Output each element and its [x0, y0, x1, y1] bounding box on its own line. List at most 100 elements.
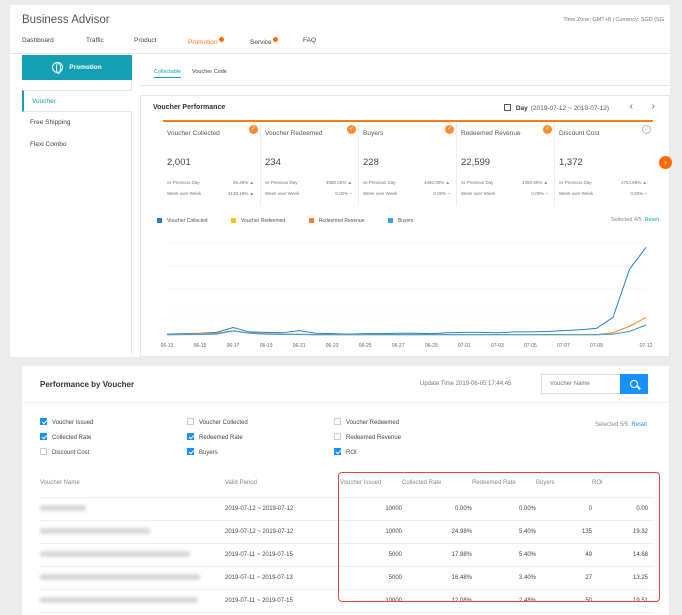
reset-link[interactable]: Reset: [644, 217, 659, 223]
valid-period-cell: 2019-07-11 ~ 2019-07-15: [225, 589, 340, 613]
wow-row: Week over Week 0.00% ~: [363, 191, 450, 196]
checkbox-collected-rate[interactable]: Collected Rate: [40, 433, 91, 441]
x-tick-label: 06-21: [293, 343, 306, 349]
next-cards-arrow-icon[interactable]: ›: [659, 156, 672, 169]
search-button[interactable]: [620, 374, 648, 394]
collected-rate-cell: 12.08%: [402, 589, 472, 613]
voucher-issued-cell: 10000: [340, 589, 402, 613]
roi-cell: 19.32: [592, 520, 654, 544]
wow-row: Week over Week 0.00% ~: [559, 191, 647, 196]
metrics-selected: Selected 4/5 Reset: [611, 217, 659, 223]
checkbox-voucher-collected[interactable]: Voucher Collected: [187, 418, 248, 426]
calendar-icon: [503, 104, 511, 111]
metric-card-redeemed-revenue[interactable]: Redeemed Revenue ✓ 22,599 vs Previous Da…: [457, 122, 555, 206]
checkbox-redeemed-rate[interactable]: Redeemed Rate: [187, 433, 243, 441]
voucher-issued-cell: 5000: [340, 566, 402, 590]
update-time: Update Time 2019-06-05 17:44:45: [420, 381, 512, 387]
valid-period-cell: 2019-07-12 ~ 2019-07-12: [225, 497, 340, 521]
buyers-cell: 0: [536, 497, 592, 521]
voucher-issued-cell: 10000: [340, 520, 402, 544]
voucher-issued-cell: 10000: [340, 497, 402, 521]
promotion-button[interactable]: Promotion: [22, 55, 132, 80]
table-row[interactable]: 2019-07-11 ~ 2019-07-15 5000 17.88% 5.40…: [40, 543, 654, 567]
checkbox-checked-icon: [334, 448, 341, 455]
checkbox-discount-cost[interactable]: Discount Cost: [40, 448, 89, 456]
tab-voucher-code[interactable]: Voucher Code: [192, 69, 227, 75]
metric-card-discount-cost[interactable]: Discount Cost ✓ 1,372 vs Previous Day 275…: [555, 122, 653, 206]
card-value: 234: [265, 157, 281, 168]
col-header-voucher-name[interactable]: Voucher Name: [40, 469, 225, 498]
col-header-voucher-issued[interactable]: Voucher Issued: [340, 469, 402, 498]
date-range-picker[interactable]: Day (2019-07-12 ~ 2019-07-12): [503, 104, 609, 112]
chevron-left-icon[interactable]: ‹: [629, 101, 633, 112]
nav-item-service[interactable]: Service: [250, 37, 278, 46]
nav-item-promotion[interactable]: Promotion: [188, 37, 224, 46]
col-header-collected-rate[interactable]: Collected Rate: [402, 469, 472, 498]
checkbox-buyers[interactable]: Buyers: [187, 448, 218, 456]
legend-item-voucher-redeemed[interactable]: Voucher Redeemed: [230, 218, 285, 224]
redacted-voucher-name: [40, 504, 86, 511]
nav-label: Dashboard: [22, 37, 54, 44]
metric-card-voucher-redeemed[interactable]: Voucher Redeemed ✓ 234 vs Previous Day 45…: [261, 122, 359, 206]
checkbox-checked-icon: [40, 433, 47, 440]
prev-day-row: vs Previous Day 36.49% ▲: [167, 180, 254, 185]
voucher-performance-panel: Voucher Performance Day (2019-07-12 ~ 201…: [140, 95, 672, 357]
wow-row: Week over Week 3138.18% ▲: [167, 191, 254, 196]
col-header-buyers[interactable]: Buyers: [536, 469, 592, 498]
valid-period-cell: 2019-07-11 ~ 2019-07-15: [225, 543, 340, 567]
legend-item-buyers[interactable]: Buyers: [387, 218, 413, 224]
col-header-valid-period[interactable]: Valid Period: [225, 469, 340, 498]
x-tick-label: 06-29: [425, 343, 438, 349]
legend-item-redeemed-revenue[interactable]: Redeemed Revenue: [308, 218, 364, 224]
nav-label: Traffic: [86, 37, 104, 44]
unchecked-badge-icon: ✓: [642, 125, 651, 134]
chevron-right-icon[interactable]: ›: [651, 101, 655, 112]
nav-label: Promotion: [188, 39, 218, 46]
voucher-name-cell: [40, 566, 225, 590]
nav-item-faq[interactable]: FAQ: [303, 37, 316, 44]
table-row[interactable]: 2019-07-11 ~ 2019-07-15 10000 12.08% 2.4…: [40, 589, 654, 613]
sidebar-item-flexi-combo[interactable]: Flexi Combo: [30, 141, 67, 148]
legend-item-voucher-collected[interactable]: Voucher Collected: [157, 218, 208, 224]
metric-card-buyers[interactable]: Buyers ✓ 228 vs Previous Day 4460.00% ▲ W…: [359, 122, 457, 206]
prev-day-row: vs Previous Day 2754.69% ▲: [559, 180, 647, 185]
check-badge-icon: ✓: [543, 125, 552, 134]
globe-icon: [52, 62, 64, 74]
checkbox-redeemed-revenue[interactable]: Redeemed Revenue: [334, 433, 401, 441]
x-tick-label: 06-15: [194, 343, 207, 349]
series-line-buyers: [166, 324, 647, 336]
nav-item-dashboard[interactable]: Dashboard: [22, 37, 54, 44]
card-label: Redeemed Revenue: [461, 130, 521, 137]
voucher-name-search-input[interactable]: [541, 374, 621, 394]
checkbox-voucher-issued[interactable]: Voucher Issued: [40, 418, 93, 426]
checkbox-roi[interactable]: ROI: [334, 448, 357, 456]
reset-link[interactable]: Reset: [631, 422, 647, 428]
redacted-voucher-name: [40, 550, 190, 557]
redacted-voucher-name: [40, 527, 150, 534]
notification-dot: [218, 37, 224, 42]
card-value: 228: [363, 157, 379, 168]
nav-label: Service: [250, 39, 272, 46]
card-label: Discount Cost: [559, 130, 600, 137]
metric-card-voucher-collected[interactable]: Voucher Collected ✓ 2,001 vs Previous Da…: [163, 122, 261, 206]
redacted-voucher-name: [40, 596, 198, 603]
promotion-button-label: Promotion: [69, 64, 102, 71]
table-row[interactable]: 2019-07-12 ~ 2019-07-12 10000 24.98% 5.4…: [40, 520, 654, 544]
card-label: Voucher Collected: [167, 130, 220, 137]
table-row[interactable]: 2019-07-11 ~ 2019-07-13 5000 16.48% 3.40…: [40, 566, 654, 590]
col-header-redeemed-rate[interactable]: Redeemed Rate: [472, 469, 536, 498]
nav-item-product[interactable]: Product: [134, 37, 156, 44]
checkbox-voucher-redeemed[interactable]: Voucher Redeemed: [334, 418, 399, 426]
nav-item-traffic[interactable]: Traffic: [86, 37, 104, 44]
sidebar-item-voucher[interactable]: Voucher: [22, 90, 132, 112]
col-header-roi[interactable]: ROI: [592, 469, 654, 498]
tab-collectable[interactable]: Collectable: [154, 69, 182, 78]
x-tick-label: 07-09: [590, 343, 603, 349]
checkbox-empty-icon: [334, 418, 341, 425]
card-label: Buyers: [363, 130, 384, 137]
redacted-voucher-name: [40, 573, 200, 580]
prev-day-row: vs Previous Day 4280.90% ▲: [461, 180, 548, 185]
table-row[interactable]: 2019-07-12 ~ 2019-07-12 10000 0.00% 0.00…: [40, 497, 654, 521]
voucher-performance-title: Voucher Performance: [153, 104, 226, 111]
sidebar-item-free-shipping[interactable]: Free Shipping: [30, 119, 71, 126]
